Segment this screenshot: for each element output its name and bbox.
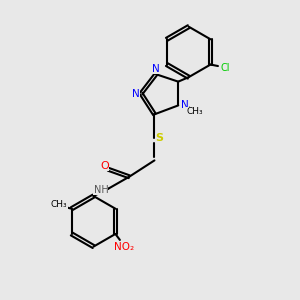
- Text: CH₃: CH₃: [186, 107, 203, 116]
- Text: N: N: [152, 64, 160, 74]
- Text: CH₃: CH₃: [51, 200, 68, 209]
- Text: N: N: [132, 88, 140, 98]
- Text: NO₂: NO₂: [114, 242, 134, 252]
- Text: NH: NH: [94, 185, 108, 195]
- Text: S: S: [155, 133, 163, 143]
- Text: O: O: [100, 161, 109, 171]
- Text: Cl: Cl: [220, 62, 230, 73]
- Text: N: N: [181, 100, 189, 110]
